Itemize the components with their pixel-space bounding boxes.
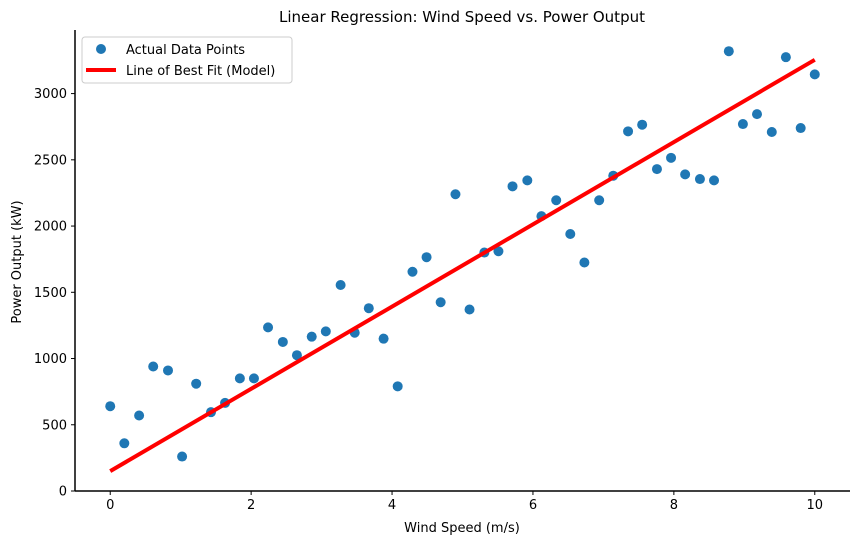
- legend: Actual Data Points Line of Best Fit (Mode…: [81, 36, 293, 84]
- data-point: [666, 152, 677, 163]
- data-point: [752, 109, 762, 120]
- data-point: [637, 119, 648, 130]
- data-point: [363, 303, 374, 314]
- data-point: [493, 246, 504, 257]
- x-tick-label: 10: [806, 498, 823, 513]
- data-point: [335, 280, 346, 291]
- data-point: [579, 257, 590, 268]
- axes: 0 2 4 6 8 10 0 500 1000 1500 2000 2500 3000: [34, 30, 850, 513]
- data-point: [723, 46, 734, 57]
- data-point: [291, 350, 302, 361]
- data-point: [780, 52, 791, 63]
- data-point: [191, 378, 202, 389]
- data-point: [680, 169, 691, 180]
- data-point: [306, 331, 317, 342]
- data-point: [737, 119, 748, 130]
- data-point: [795, 123, 806, 134]
- x-axis-label: Wind Speed (m/s): [404, 521, 520, 536]
- data-point: [450, 189, 461, 200]
- data-point: [248, 373, 259, 384]
- data-point: [277, 336, 288, 347]
- x-tick-label: 2: [247, 498, 255, 513]
- data-point: [809, 69, 820, 80]
- data-point: [148, 361, 159, 372]
- data-point: [766, 127, 777, 138]
- x-tick-label: 0: [106, 498, 114, 513]
- x-tick-label: 6: [529, 498, 537, 513]
- data-point: [234, 373, 245, 384]
- data-point: [623, 126, 634, 137]
- data-point: [378, 333, 389, 344]
- data-point: [119, 438, 130, 449]
- legend-marker-scatter: [96, 44, 106, 54]
- data-point: [407, 266, 418, 277]
- y-axis-label: Power Output (kW): [10, 200, 25, 323]
- data-point: [421, 252, 432, 263]
- y-tick-label: 1000: [34, 352, 67, 367]
- legend-label: Actual Data Points: [126, 43, 245, 58]
- y-tick-label: 3000: [34, 87, 67, 102]
- data-point: [709, 175, 720, 186]
- data-point: [163, 365, 173, 376]
- x-tick-label: 4: [388, 498, 396, 513]
- y-tick-label: 0: [59, 485, 67, 500]
- data-point: [320, 326, 331, 337]
- data-point: [651, 164, 662, 175]
- y-tick-label: 500: [42, 418, 67, 433]
- x-tick-label: 8: [670, 498, 678, 513]
- data-point: [435, 297, 446, 308]
- data-point: [177, 451, 188, 462]
- regression-line: [109, 58, 816, 473]
- data-point: [507, 181, 518, 192]
- data-point: [565, 229, 576, 240]
- data-point: [392, 381, 403, 392]
- y-tick-label: 1500: [34, 286, 67, 301]
- data-point: [464, 304, 475, 315]
- data-point: [551, 195, 562, 206]
- data-point: [263, 322, 274, 333]
- y-tick-label: 2000: [34, 220, 67, 235]
- data-point: [105, 401, 116, 412]
- y-tick-label: 2500: [34, 153, 67, 168]
- data-point: [522, 175, 533, 186]
- legend-label: Line of Best Fit (Model): [126, 64, 275, 79]
- data-point: [134, 410, 145, 421]
- data-point: [594, 195, 605, 206]
- chart-title: Linear Regression: Wind Speed vs. Power …: [279, 8, 645, 26]
- plot-area: [105, 46, 820, 473]
- legend-box: [81, 36, 293, 84]
- data-point: [694, 174, 705, 185]
